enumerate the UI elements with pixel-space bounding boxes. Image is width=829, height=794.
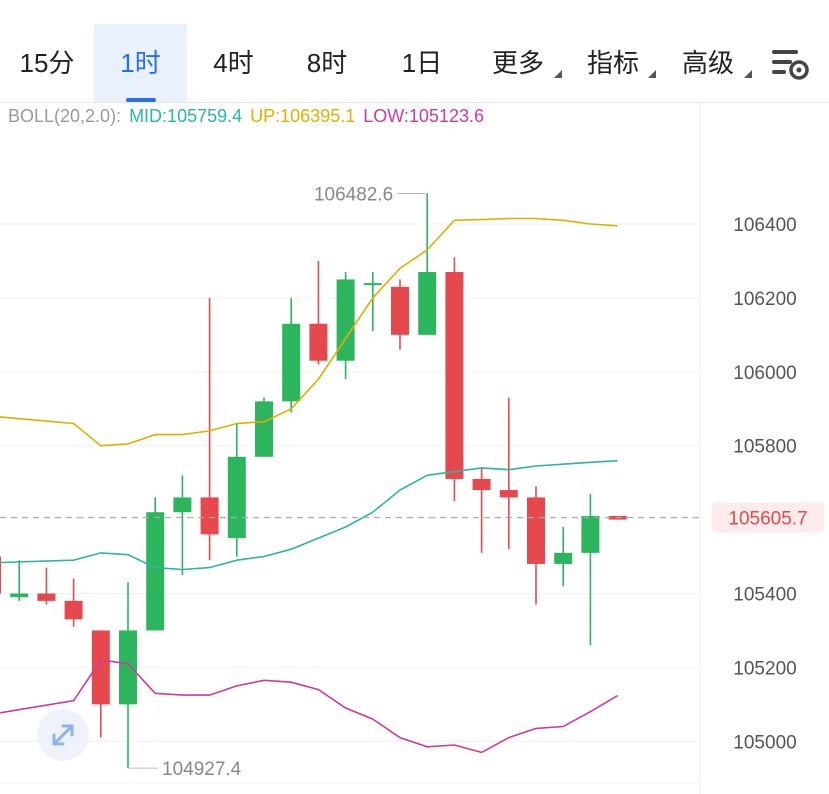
- candle: [173, 475, 192, 576]
- candle: [309, 260, 328, 365]
- candle-body: [336, 279, 355, 361]
- y-tick-label: 105200: [733, 658, 796, 679]
- candle-body: [255, 401, 273, 457]
- candle: [64, 578, 83, 627]
- candle-body: [499, 490, 518, 498]
- y-tick-label: 106200: [733, 289, 796, 310]
- tab-label: 1日: [401, 48, 443, 78]
- tab-label: 4时: [213, 48, 254, 78]
- tab-label: 更多: [491, 48, 544, 78]
- current-price-tag: [712, 502, 824, 533]
- candle-body: [472, 478, 491, 491]
- candle-body: [0, 556, 1, 594]
- boll-upper-line: [0, 217, 618, 447]
- candle: [391, 279, 409, 350]
- candle-body: [173, 497, 192, 513]
- boll-name: BOLL(20,2.0):: [8, 106, 122, 126]
- candle: [0, 556, 1, 594]
- boll-up-value: UP:106395.1: [250, 106, 356, 126]
- tab-label: 指标: [586, 48, 639, 78]
- candle-body: [363, 283, 382, 286]
- candle-body: [282, 323, 301, 402]
- candle-body: [119, 630, 137, 705]
- boll-low-value: LOW:105123.6: [363, 106, 484, 126]
- tab-label: 15分: [19, 48, 75, 78]
- timeframe-tabs: 15分 1时 4时 8时 1日 更多 指标 高级: [0, 24, 829, 102]
- candle: [418, 193, 437, 335]
- candle: [527, 486, 545, 605]
- candle: [255, 397, 273, 457]
- dropdown-caret-icon: [744, 70, 752, 78]
- candle: [282, 297, 301, 413]
- candle: [445, 257, 464, 502]
- tab-5[interactable]: 更多: [470, 24, 566, 102]
- tab-label: 1时: [120, 48, 161, 78]
- candle: [336, 272, 355, 380]
- dropdown-caret-icon: [648, 70, 656, 78]
- expand-button[interactable]: [37, 709, 89, 761]
- boll-lower-line: [0, 659, 619, 754]
- candle-body: [418, 272, 437, 335]
- boll-mid-value: MID:105759.4: [129, 106, 243, 126]
- dropdown-caret-icon: [554, 70, 562, 78]
- candle-body: [554, 552, 573, 564]
- candle: [227, 423, 246, 557]
- header-divider: [0, 102, 829, 103]
- candle-body: [10, 593, 29, 598]
- candle: [581, 493, 600, 646]
- tab-3[interactable]: 8时: [280, 24, 374, 102]
- y-tick-label: 105400: [733, 585, 796, 606]
- expand-icon: [52, 724, 74, 746]
- min-price-label: 104927.4: [162, 759, 242, 780]
- tab-4[interactable]: 1日: [374, 24, 470, 102]
- tab-7[interactable]: 高级: [660, 24, 756, 102]
- y-tick-label: 105000: [733, 732, 796, 753]
- candle-body: [64, 600, 83, 620]
- y-tick-label: 106400: [733, 215, 796, 236]
- tab-label: 8时: [306, 48, 348, 78]
- y-tick-label: 106000: [733, 363, 796, 384]
- candle: [200, 297, 219, 561]
- candle-body: [227, 456, 246, 539]
- candle-body: [581, 515, 600, 553]
- candle-body: [200, 497, 219, 535]
- candle-body: [391, 286, 409, 335]
- boll-legend: BOLL(20,2.0): MID:105759.4 UP:106395.1 LOW:…: [8, 106, 492, 127]
- candle: [554, 526, 573, 587]
- boll-mid-line: [0, 459, 618, 571]
- candle: [146, 497, 165, 631]
- tab-0[interactable]: 15分: [0, 24, 94, 102]
- candle-body: [445, 272, 464, 479]
- candle: [499, 397, 518, 550]
- candle: [91, 630, 110, 738]
- max-price-label: 106482.6: [314, 184, 393, 205]
- candle-body: [37, 593, 56, 601]
- tab-label: 高级: [681, 48, 734, 78]
- chart-settings-icon[interactable]: [769, 44, 811, 84]
- candle: [472, 467, 491, 553]
- candle-body: [527, 497, 545, 564]
- active-tab-indicator: [125, 98, 156, 102]
- candle: [363, 272, 382, 332]
- tab-6[interactable]: 指标: [566, 24, 660, 102]
- candle-body: [91, 630, 110, 705]
- y-tick-label: 105800: [733, 437, 796, 458]
- current-price-label: 105605.7: [728, 508, 807, 529]
- candle-body: [146, 512, 165, 631]
- tab-2[interactable]: 4时: [187, 24, 280, 102]
- candle-body: [309, 323, 328, 361]
- tab-1[interactable]: 1时: [94, 24, 187, 102]
- candle: [10, 560, 29, 601]
- candle: [119, 582, 137, 769]
- candle: [37, 567, 56, 605]
